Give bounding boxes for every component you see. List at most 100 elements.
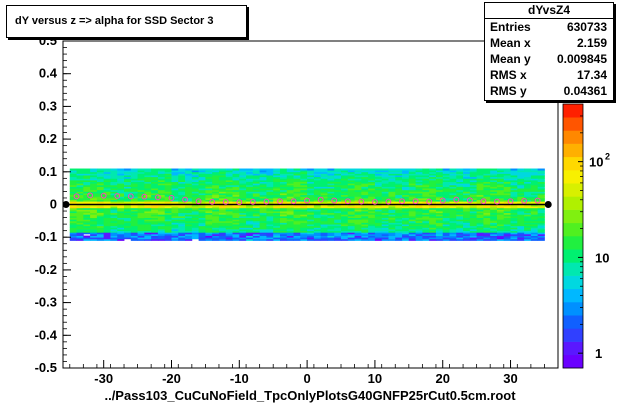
heatmap-cell	[124, 193, 132, 196]
heatmap-cell	[456, 237, 464, 240]
heatmap-cell	[151, 176, 159, 179]
heatmap-cell	[361, 197, 369, 200]
heatmap-cell	[313, 217, 322, 220]
heatmap-cell	[490, 219, 498, 222]
stats-row-rms-x: RMS x 17.34	[485, 67, 613, 83]
heatmap-cell	[103, 212, 111, 215]
heatmap-cell	[429, 191, 437, 194]
heatmap-cell	[205, 207, 213, 210]
heatmap-cell	[456, 225, 464, 228]
heatmap-cell	[429, 211, 437, 214]
heatmap-cell	[205, 179, 213, 183]
heatmap-cell	[218, 204, 227, 207]
heatmap-cell	[490, 212, 498, 215]
heatmap-cell	[246, 188, 254, 191]
heatmap-cell	[388, 212, 396, 215]
heatmap-cell	[151, 207, 159, 210]
heatmap-cell	[463, 212, 471, 215]
heatmap-cell	[374, 191, 383, 194]
heatmap-cell	[334, 197, 342, 200]
heatmap-cell	[530, 201, 539, 204]
heatmap-cell	[381, 220, 389, 223]
heatmap-cell	[218, 212, 227, 215]
heatmap-cell	[157, 201, 166, 204]
heatmap-cell	[171, 212, 179, 215]
heatmap-cell	[408, 233, 416, 236]
heatmap-cell	[341, 171, 349, 174]
heatmap-cell	[435, 179, 444, 183]
heatmap-cell	[524, 170, 532, 173]
profile-point	[277, 198, 283, 205]
heatmap-cell	[381, 178, 389, 181]
heatmap-cell	[381, 230, 389, 233]
heatmap-cell	[469, 224, 478, 227]
heatmap-cell	[218, 227, 227, 230]
heatmap-cell	[510, 183, 518, 186]
heatmap-cell	[279, 235, 288, 238]
heatmap-cell	[246, 175, 254, 178]
heatmap-cell	[510, 199, 518, 202]
heatmap-cell	[327, 181, 335, 184]
heatmap-cell	[96, 181, 105, 184]
heatmap-cell	[517, 215, 525, 218]
heatmap-cell	[246, 193, 254, 196]
heatmap-cell	[293, 229, 301, 232]
heatmap-cell	[232, 173, 240, 176]
profile-point	[182, 196, 188, 203]
heatmap-cell	[354, 193, 362, 196]
heatmap-cell	[117, 175, 125, 178]
heatmap-cell	[239, 217, 247, 220]
heatmap-cell	[178, 209, 186, 212]
heatmap-cell	[76, 229, 84, 232]
heatmap-cell	[442, 219, 450, 222]
heatmap-cell	[252, 230, 261, 233]
heatmap-cell	[483, 191, 491, 194]
heatmap-cell	[415, 173, 423, 176]
heatmap-cell	[388, 179, 396, 183]
heatmap-cell	[415, 211, 423, 214]
heatmap-cell	[368, 211, 376, 214]
heatmap-cell	[137, 173, 145, 176]
heatmap-cell	[395, 237, 403, 240]
heatmap-cell	[90, 173, 98, 176]
y-tick-label: -0.3	[35, 295, 57, 310]
heatmap-cell	[144, 199, 152, 202]
y-tick-label: 0.3	[39, 98, 57, 113]
heatmap-cell	[476, 194, 484, 197]
heatmap-cell	[402, 199, 410, 202]
colorbar-frame	[562, 103, 584, 369]
heatmap-cell	[137, 238, 145, 241]
heatmap-cell	[422, 201, 430, 204]
heatmap-cell	[124, 183, 132, 186]
heatmap-cell	[164, 184, 172, 187]
heatmap-cell	[449, 222, 457, 225]
heatmap-cell	[469, 171, 478, 174]
heatmap-cell	[415, 237, 423, 240]
heatmap-cell	[537, 227, 545, 230]
heatmap-cell	[252, 171, 261, 174]
heatmap-cell	[510, 207, 518, 210]
heatmap-cell	[110, 178, 118, 181]
heatmap-cell	[239, 222, 247, 225]
heatmap-cell	[137, 186, 145, 189]
heatmap-cell	[530, 178, 539, 181]
heatmap-cell	[232, 211, 240, 214]
heatmap-cell	[273, 233, 281, 236]
heatmap-cell	[171, 214, 179, 217]
heatmap-cell	[151, 170, 159, 173]
heatmap-cell	[96, 212, 105, 215]
heatmap-cell	[456, 219, 464, 222]
heatmap-cell	[368, 168, 376, 171]
heatmap-cell	[402, 211, 410, 214]
heatmap-cell	[422, 214, 430, 217]
heatmap-cell	[469, 179, 478, 183]
heatmap-cell	[517, 201, 525, 204]
heatmap-cell	[144, 176, 152, 179]
heatmap-cell	[442, 170, 450, 173]
heatmap-cell	[449, 179, 457, 183]
heatmap-cell	[90, 204, 98, 207]
heatmap-cell	[307, 212, 315, 215]
heatmap-cell	[76, 186, 84, 189]
heatmap-cell	[402, 209, 410, 212]
heatmap-cell	[212, 230, 220, 233]
